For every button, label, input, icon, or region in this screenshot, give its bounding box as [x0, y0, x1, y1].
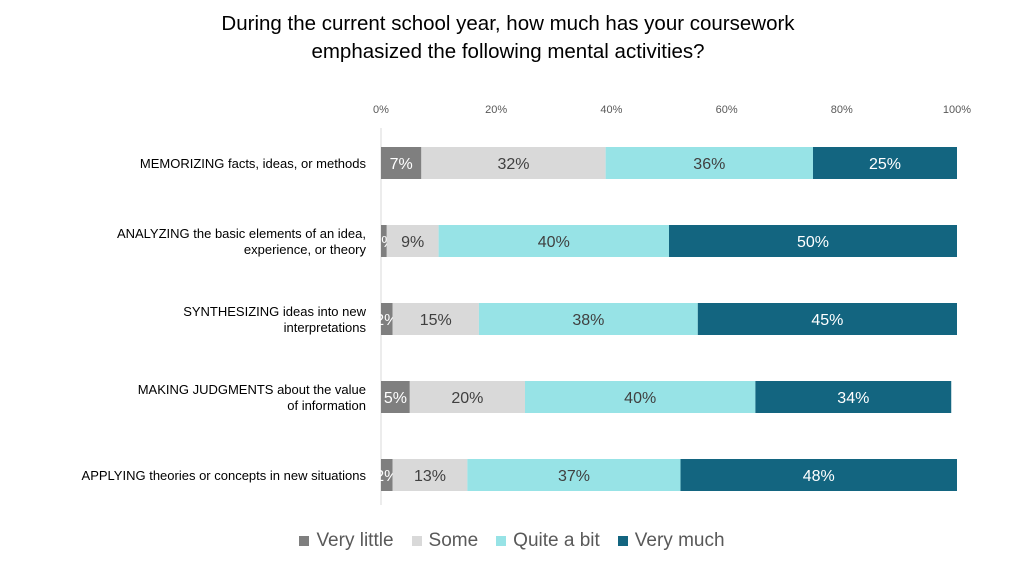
legend-item-quite-a-bit: Quite a bit [496, 530, 600, 552]
x-tick-label: 80% [831, 104, 853, 116]
data-label-some: 15% [420, 312, 452, 329]
data-label-very-much: 45% [811, 312, 843, 329]
data-label-quite-a-bit: 38% [572, 312, 604, 329]
data-label-very-much: 50% [797, 234, 829, 251]
category-label: MEMORIZING facts, ideas, or methods [140, 156, 367, 171]
legend-swatch-quite-a-bit [496, 536, 507, 546]
data-label-some: 32% [497, 156, 529, 173]
legend-label-very-much: Very much [634, 530, 725, 551]
category-label: SYNTHESIZING ideas into new interpretatio… [183, 304, 366, 335]
data-label-very-much: 48% [803, 468, 835, 485]
x-tick-label: 40% [600, 104, 622, 116]
category-label: APPLYING theories or concepts in new sit… [82, 468, 367, 483]
bar-very-much [755, 381, 952, 413]
chart-title: During the current school year, how much… [0, 10, 1016, 66]
data-label-very-little: 7% [390, 156, 413, 173]
bar-quite-a-bit [478, 303, 698, 335]
legend-swatch-very-little [299, 536, 310, 546]
bar-some [409, 381, 525, 413]
legend-item-some: Some [411, 530, 479, 552]
data-label-quite-a-bit: 40% [624, 390, 656, 407]
data-label-some: 9% [401, 234, 424, 251]
data-label-very-little: 5% [384, 390, 407, 407]
bar-very-little [381, 225, 387, 257]
bar-some [392, 303, 479, 335]
bar-quite-a-bit [467, 459, 681, 491]
category-label: MAKING JUDGMENTS about the value of infor… [138, 382, 366, 413]
bar-quite-a-bit [605, 147, 813, 179]
legend-label-very-little: Very little [316, 530, 394, 551]
bar-very-little [381, 303, 393, 335]
bar-very-little [381, 459, 393, 491]
bar-very-little [381, 381, 410, 413]
legend-swatch-very-much [617, 536, 628, 546]
legend-label-quite-a-bit: Quite a bit [513, 530, 600, 551]
bar-some [392, 459, 468, 491]
data-label-quite-a-bit: 40% [538, 234, 570, 251]
x-tick-label: 60% [716, 104, 738, 116]
bar-some [421, 147, 606, 179]
x-tick-label: 20% [485, 104, 507, 116]
category-label: ANALYZING the basic elements of an idea,… [117, 226, 367, 257]
bar-very-little [381, 147, 422, 179]
bar-very-much [669, 225, 957, 257]
bar-quite-a-bit [438, 225, 669, 257]
legend-label-some: Some [428, 530, 479, 551]
data-label-some: 13% [414, 468, 446, 485]
data-label-some: 20% [451, 390, 483, 407]
legend-item-very-little: Very little [299, 530, 394, 552]
chart-title-line-1: During the current school year, how much… [221, 12, 795, 35]
bar-very-much [697, 303, 957, 335]
data-label-quite-a-bit: 36% [693, 156, 725, 173]
data-label-very-much: 34% [837, 390, 869, 407]
bar-quite-a-bit [525, 381, 756, 413]
data-label-very-much: 25% [869, 156, 901, 173]
legend-swatch-some [411, 536, 422, 546]
legend-item-very-much: Very much [617, 530, 725, 552]
data-label-quite-a-bit: 37% [558, 468, 590, 485]
legend: Very little Some Quite a bit Very much [0, 530, 1024, 552]
bar-some [386, 225, 439, 257]
x-tick-label: 0% [373, 104, 389, 116]
chart-title-line-2: emphasized the following mental activiti… [311, 40, 705, 63]
x-tick-label: 100% [943, 104, 971, 116]
bar-very-much [813, 147, 957, 179]
bar-very-much [680, 459, 957, 491]
